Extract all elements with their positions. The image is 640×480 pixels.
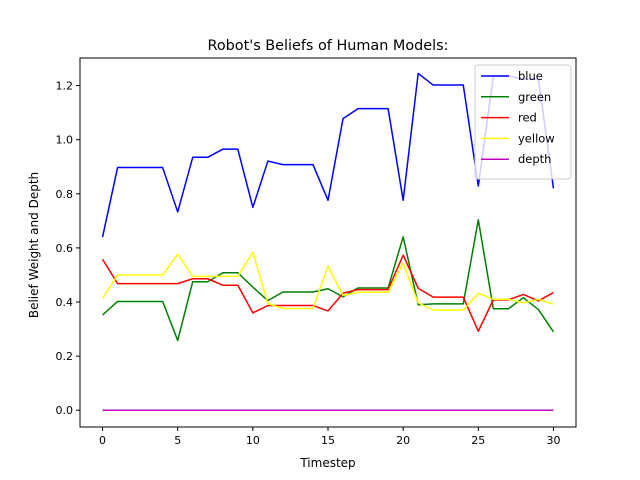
series-line-blue xyxy=(101,72,555,238)
y-tick-label: 0.2 xyxy=(56,350,74,363)
y-axis-label: Belief Weight and Depth xyxy=(27,172,41,318)
series-line-yellow xyxy=(101,251,554,311)
x-axis-ticks: 0 5 10 15 20 25 30 xyxy=(99,427,560,447)
chart-title: Robot's Beliefs of Human Models: xyxy=(208,38,449,54)
legend: blue green red yellow depth xyxy=(474,64,572,180)
y-tick-label: 0.4 xyxy=(56,296,74,309)
x-tick-label: 20 xyxy=(396,434,410,447)
x-tick-label: 0 xyxy=(99,434,106,447)
legend-label-red: red xyxy=(518,111,537,125)
legend-label-blue: blue xyxy=(518,69,543,83)
x-tick-label: 30 xyxy=(546,434,560,447)
x-tick-label: 5 xyxy=(174,434,181,447)
series-line-red xyxy=(101,254,554,332)
series-lines xyxy=(101,72,555,411)
x-tick-label: 25 xyxy=(471,434,485,447)
legend-label-yellow: yellow xyxy=(518,131,555,145)
x-tick-label: 10 xyxy=(246,434,260,447)
y-tick-label: 1.0 xyxy=(56,134,74,147)
y-tick-label: 0.8 xyxy=(56,188,74,201)
y-tick-label: 0.0 xyxy=(56,404,74,417)
plot-area-frame xyxy=(79,57,577,428)
y-axis-ticks: 0.0 0.2 0.4 0.6 0.8 1.0 1.2 xyxy=(56,80,80,417)
legend-label-depth: depth xyxy=(518,152,551,166)
x-tick-label: 15 xyxy=(321,434,335,447)
x-axis-label: Timestep xyxy=(299,456,355,470)
series-line-green xyxy=(102,219,555,342)
legend-box xyxy=(474,64,572,180)
y-tick-label: 0.6 xyxy=(56,242,74,255)
legend-label-green: green xyxy=(518,90,551,104)
y-tick-label: 1.2 xyxy=(56,80,74,93)
